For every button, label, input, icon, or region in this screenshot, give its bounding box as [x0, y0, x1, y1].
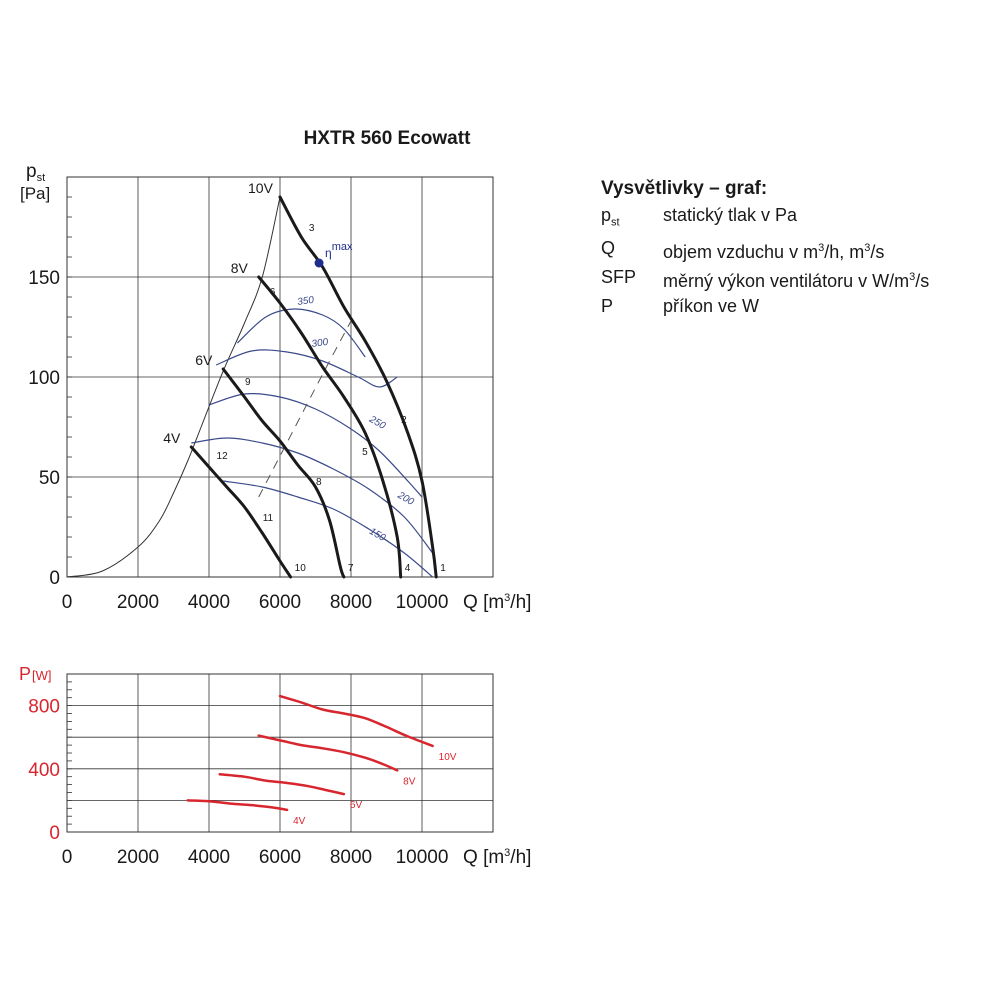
power-curve-label: 4V	[293, 816, 306, 827]
sfp-curve-300	[215, 349, 398, 388]
y-tick-label: 0	[49, 568, 60, 589]
sfp-label: 300	[311, 337, 329, 350]
sfp-curve-200	[191, 437, 434, 554]
sfp-curve-350	[236, 308, 366, 358]
operating-point-label: 1	[440, 563, 446, 574]
x-tick-label: 0	[62, 847, 73, 868]
legend-description: měrný výkon ventilátoru v W/m3/s	[663, 270, 930, 291]
fan-curve-10V	[278, 195, 438, 579]
power-curve-8V	[257, 734, 399, 772]
fan-curve-4V	[189, 445, 293, 579]
operating-limit-curve	[66, 196, 281, 578]
legend-symbol: SFP	[601, 266, 637, 287]
x-tick-label: 10000	[396, 847, 449, 868]
chart-title: HXTR 560 Ecowatt	[304, 128, 471, 149]
power-curve-label: 6V	[350, 800, 363, 811]
fan-curve-label: 10V	[248, 180, 274, 196]
fan-curve-6V	[221, 367, 346, 579]
x-tick-label: 2000	[117, 847, 159, 868]
operating-point-label: 9	[245, 377, 251, 388]
fan-curve-label: 6V	[195, 352, 213, 368]
eta-max-label: ηmax	[325, 241, 353, 260]
legend-description: objem vzduchu v m3/h, m3/s	[663, 241, 885, 262]
sfp-label: 350	[297, 295, 315, 308]
legend-symbol: pst	[601, 205, 620, 229]
power-curve-6V	[218, 773, 346, 796]
power-chart: 0 2000 4000 6000 8000 10000 0 400 800 Q [m3/h] P [W…	[19, 664, 531, 868]
operating-point-label: 11	[263, 513, 274, 524]
x-axis-label: Q [m3/h]	[463, 847, 531, 868]
legend-item: SFP měrný výkon ventilátoru v W/m3/s	[601, 265, 929, 294]
pressure-chart: 0 2000 4000 6000 8000 10000 0 50 100 150 Q [m3/h] H…	[20, 128, 531, 613]
y-tick-label: 50	[39, 468, 60, 489]
sfp-curve-150	[223, 480, 433, 578]
legend-title: Vysvětlivky – graf:	[601, 178, 768, 199]
x-tick-label: 8000	[330, 847, 372, 868]
y-axis-label: pst	[26, 161, 45, 184]
x-tick-label: 8000	[330, 592, 372, 613]
y-tick-label: 150	[28, 268, 60, 289]
sfp-label: 250	[366, 414, 387, 433]
legend-description: příkon ve W	[663, 295, 760, 316]
x-tick-label: 6000	[259, 847, 301, 868]
sfp-label: 150	[367, 526, 387, 544]
fan-curve-label: 4V	[163, 430, 181, 446]
x-tick-label: 4000	[188, 847, 230, 868]
operating-point-label: 3	[309, 223, 315, 234]
y-tick-label: 100	[28, 368, 60, 389]
legend: Vysvětlivky – graf: pst statický tlak v P…	[601, 178, 929, 319]
operating-point-label: 5	[362, 447, 368, 458]
operating-point-label: 4	[405, 563, 411, 574]
legend-item: pst statický tlak v Pa	[601, 203, 929, 236]
operating-point-label: 7	[348, 563, 354, 574]
operating-point-label: 6	[270, 287, 276, 298]
power-curve-4V	[186, 799, 289, 812]
operating-point-label: 10	[295, 563, 307, 574]
x-tick-label: 6000	[259, 592, 301, 613]
operating-point-label: 2	[401, 415, 407, 426]
y-axis-unit: [Pa]	[20, 184, 50, 203]
eta-max-point	[314, 258, 324, 268]
x-tick-label: 4000	[188, 592, 230, 613]
legend-symbol: P	[601, 295, 614, 316]
y-tick-label: 400	[28, 760, 60, 781]
x-tick-label: 10000	[396, 592, 449, 613]
x-axis-label: Q [m3/h]	[463, 592, 531, 613]
legend-description: statický tlak v Pa	[663, 205, 798, 225]
power-curve-10V	[278, 694, 434, 748]
x-tick-label: 0	[62, 592, 73, 613]
power-curve-label: 10V	[439, 752, 457, 763]
y-axis-label: P	[19, 664, 31, 684]
operating-point-label: 8	[316, 477, 322, 488]
eta-max-line	[258, 320, 352, 498]
y-tick-label: 800	[28, 697, 60, 718]
operating-point-label: 12	[217, 451, 229, 462]
y-axis-unit: [W]	[32, 668, 52, 683]
fan-curve-8V	[257, 275, 403, 579]
sfp-label: 200	[395, 490, 416, 509]
fan-curve-label: 8V	[231, 260, 249, 276]
x-tick-label: 2000	[117, 592, 159, 613]
y-tick-label: 0	[49, 823, 60, 844]
power-curve-label: 8V	[403, 776, 416, 787]
legend-symbol: Q	[601, 237, 616, 258]
sfp-curve-250	[208, 392, 423, 498]
